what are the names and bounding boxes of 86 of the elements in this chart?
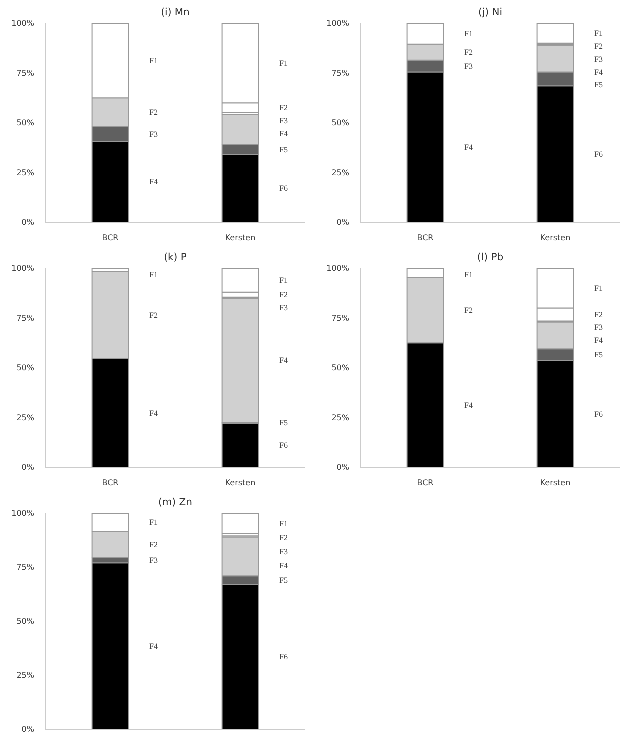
y-tick-label: 100% bbox=[326, 264, 350, 273]
x-tick-label: Kersten bbox=[540, 478, 571, 488]
y-tick-label: 100% bbox=[12, 264, 35, 273]
annotation: F4 bbox=[280, 561, 288, 570]
annotation: F1 bbox=[150, 56, 158, 66]
annotation: F3 bbox=[280, 116, 288, 126]
annotation: F1 bbox=[280, 58, 288, 68]
annotation: F3 bbox=[464, 62, 473, 71]
y-tick-label: 25% bbox=[332, 168, 350, 178]
y-tick-label: 0% bbox=[336, 463, 350, 472]
annotation: F2 bbox=[150, 540, 158, 550]
annotation: F4 bbox=[464, 400, 473, 410]
annotation: F4 bbox=[150, 642, 158, 651]
chart-title: (l) Pb bbox=[477, 252, 504, 264]
y-tick-label: 50% bbox=[332, 364, 350, 372]
annotation: F4 bbox=[280, 356, 288, 366]
annotation: F2 bbox=[280, 290, 288, 300]
x-tick-label: Kersten bbox=[540, 234, 571, 242]
y-tick-label: 0% bbox=[22, 725, 35, 734]
annotation: F6 bbox=[594, 150, 603, 159]
annotation: F3 bbox=[280, 303, 288, 312]
annotation: F4 bbox=[150, 178, 158, 187]
y-tick-label: 0% bbox=[22, 463, 35, 472]
y-tick-label: 50% bbox=[16, 118, 35, 128]
annotation: F1 bbox=[464, 270, 473, 280]
annotation: F3 bbox=[594, 54, 603, 64]
annotation: F2 bbox=[464, 48, 473, 57]
annotation: F4 bbox=[594, 336, 603, 346]
x-tick-label: BCR bbox=[102, 478, 120, 488]
y-tick-label: 100% bbox=[326, 19, 350, 28]
annotation: F2 bbox=[280, 104, 288, 113]
annotation: F2 bbox=[594, 42, 603, 51]
y-tick-label: 100% bbox=[12, 509, 35, 518]
y-tick-label: 25% bbox=[332, 413, 350, 422]
annotation: F6 bbox=[280, 184, 288, 194]
annotation: F2 bbox=[150, 310, 158, 320]
annotation: F1 bbox=[280, 276, 288, 285]
y-tick-label: 50% bbox=[16, 364, 35, 372]
annotation: F5 bbox=[280, 576, 288, 585]
annotation: F5 bbox=[280, 145, 288, 154]
annotation: F1 bbox=[150, 518, 158, 528]
x-tick-label: BCR bbox=[417, 478, 434, 488]
y-tick-label: 100% bbox=[12, 19, 35, 28]
y-tick-label: 75% bbox=[332, 68, 350, 78]
y-tick-label: 25% bbox=[16, 671, 35, 680]
annotation: F3 bbox=[150, 556, 158, 565]
annotation: F3 bbox=[594, 323, 603, 332]
annotation: F1 bbox=[594, 284, 603, 293]
annotation: F5 bbox=[594, 350, 603, 360]
y-tick-label: 75% bbox=[16, 314, 35, 323]
annotation: F5 bbox=[594, 80, 603, 90]
annotation: F4 bbox=[464, 142, 473, 152]
y-tick-label: 75% bbox=[16, 563, 35, 572]
annotation: F2 bbox=[464, 306, 473, 315]
y-tick-label: 0% bbox=[336, 218, 350, 227]
annotation: F6 bbox=[280, 652, 288, 662]
y-tick-label: 50% bbox=[332, 118, 350, 128]
annotation: F3 bbox=[150, 130, 158, 139]
annotation: F4 bbox=[280, 129, 288, 138]
annotation: F2 bbox=[150, 108, 158, 118]
annotation: F3 bbox=[280, 547, 288, 556]
annotation: F6 bbox=[594, 410, 603, 419]
annotation: F1 bbox=[464, 29, 473, 38]
x-tick-label: BCR bbox=[102, 234, 120, 242]
y-tick-label: 75% bbox=[16, 68, 35, 78]
annotation: F4 bbox=[594, 68, 603, 77]
annotation: F6 bbox=[280, 441, 288, 450]
y-tick-label: 25% bbox=[16, 413, 35, 422]
annotation: F2 bbox=[594, 310, 603, 320]
y-tick-label: 0% bbox=[22, 218, 35, 227]
x-tick-label: Kersten bbox=[225, 478, 256, 488]
y-tick-label: 50% bbox=[16, 617, 35, 626]
x-tick-label: Kersten bbox=[225, 234, 256, 242]
chart-title: (i) Mn bbox=[161, 8, 190, 18]
annotation: F1 bbox=[594, 28, 603, 38]
y-tick-label: 75% bbox=[332, 314, 350, 323]
annotation: F5 bbox=[280, 418, 288, 428]
chart-title: (m) Zn bbox=[158, 498, 192, 508]
x-tick-label: BCR bbox=[417, 234, 434, 242]
annotation: F2 bbox=[280, 533, 288, 542]
annotation: F1 bbox=[280, 519, 288, 528]
y-tick-label: 25% bbox=[16, 168, 35, 178]
chart-title: (k) P bbox=[164, 252, 187, 264]
chart-title: (j) Ni bbox=[478, 8, 503, 18]
annotation: F1 bbox=[150, 270, 158, 280]
annotation: F4 bbox=[150, 408, 158, 418]
